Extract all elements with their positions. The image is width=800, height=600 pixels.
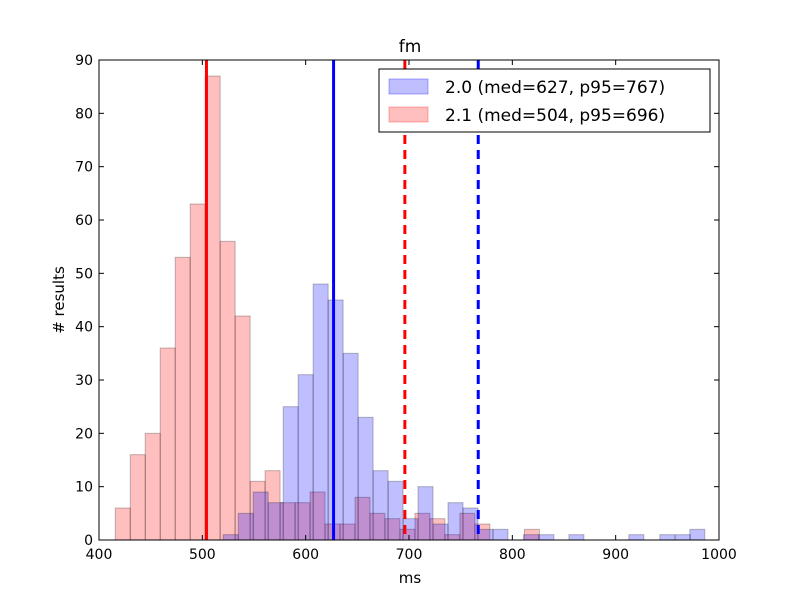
bar-2-0 xyxy=(252,491,269,541)
bar-2-0 xyxy=(432,523,449,541)
bar-2-1 xyxy=(234,315,251,541)
x-tick-label: 600 xyxy=(292,547,319,563)
bar-2-0 xyxy=(492,528,509,541)
bar-2-0 xyxy=(387,480,404,541)
bar-2-0 xyxy=(342,352,359,541)
legend-label-2-1: 2.1 (med=504, p95=696) xyxy=(445,106,665,126)
bar-2-1 xyxy=(174,256,191,541)
x-tick-label: 800 xyxy=(499,547,526,563)
y-tick-label: 40 xyxy=(75,320,93,336)
y-tick-label: 20 xyxy=(75,426,93,442)
y-tick-label: 90 xyxy=(75,53,93,69)
legend-swatch-2-1 xyxy=(388,106,429,123)
bar-2-0 xyxy=(357,416,374,541)
x-tick-label: 1000 xyxy=(701,547,737,563)
bar-2-1 xyxy=(144,432,161,541)
y-tick-label: 80 xyxy=(75,106,93,122)
bar-2-0 xyxy=(312,283,329,541)
bar-2-0 xyxy=(447,502,464,541)
bar-2-1 xyxy=(114,507,131,541)
bar-2-1 xyxy=(159,347,176,541)
legend-label-2-0: 2.0 (med=627, p95=767) xyxy=(445,78,665,98)
bar-2-0 xyxy=(462,507,479,541)
bar-2-0 xyxy=(297,374,314,541)
bar-2-0 xyxy=(282,406,299,541)
bar-2-0 xyxy=(222,534,239,541)
legend: 2.0 (med=627, p95=767) 2.1 (med=504, p95… xyxy=(378,68,711,133)
bar-2-1 xyxy=(129,454,146,541)
bar-2-1 xyxy=(219,240,236,541)
y-tick-label: 30 xyxy=(75,373,93,389)
legend-swatch-2-0 xyxy=(388,78,429,95)
bar-2-0 xyxy=(417,486,434,541)
bar-2-1 xyxy=(189,203,206,541)
reference-lines-layer xyxy=(204,60,480,540)
bar-2-0 xyxy=(659,534,676,541)
bar-2-0 xyxy=(538,534,555,541)
y-tick-label: 60 xyxy=(75,213,93,229)
x-tick-label: 900 xyxy=(602,547,629,563)
y-tick-label: 50 xyxy=(75,266,93,282)
y-tick-label: 70 xyxy=(75,160,93,176)
x-tick-label: 700 xyxy=(396,547,423,563)
bar-2-0 xyxy=(689,528,706,541)
bar-2-0 xyxy=(568,534,585,541)
y-tick-label: 0 xyxy=(84,533,93,549)
legend-box xyxy=(378,68,711,133)
bar-2-0 xyxy=(674,534,691,541)
x-tick-label: 500 xyxy=(189,547,216,563)
bar-2-0 xyxy=(522,534,539,541)
bar-2-0 xyxy=(372,470,389,541)
bar-2-0 xyxy=(237,512,254,541)
x-tick-label: 400 xyxy=(86,547,113,563)
bar-2-0 xyxy=(477,528,494,541)
bar-2-0 xyxy=(327,299,344,541)
ticks-layer: 400 500 600 700 800 900 1000 0 10 20 30 40 50 60 70 80 9… xyxy=(75,53,737,563)
chart-title: fm xyxy=(399,37,422,57)
bar-2-0 xyxy=(267,502,284,541)
x-axis-title: ms xyxy=(399,569,422,587)
bar-2-0 xyxy=(628,534,645,541)
y-axis-title: # results xyxy=(50,266,68,334)
y-tick-label: 10 xyxy=(75,480,93,496)
